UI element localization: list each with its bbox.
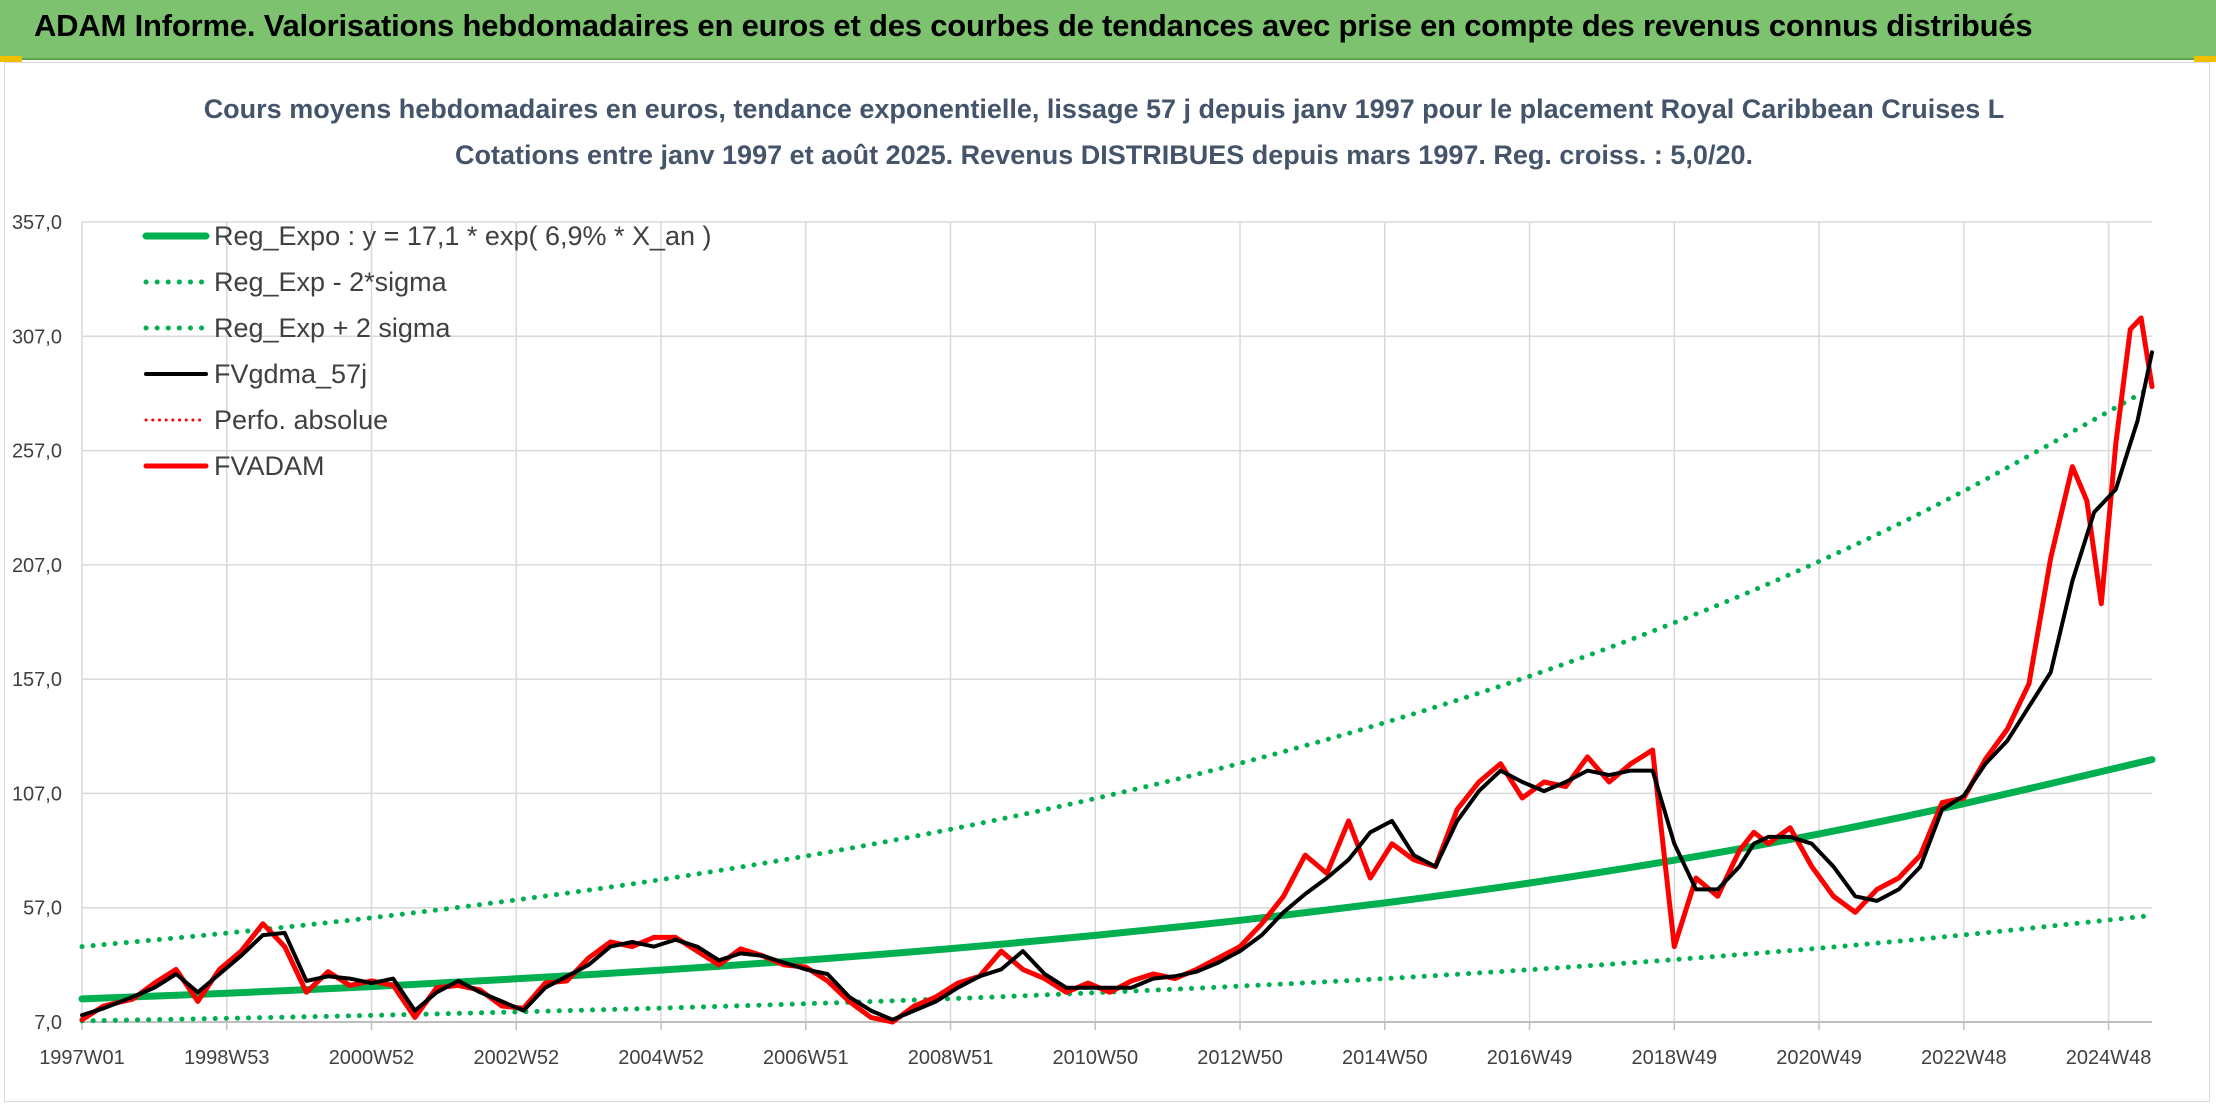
chart-title: Cours moyens hebdomadaires en euros, ten…: [204, 94, 2005, 124]
x-tick-label: 2022W48: [1921, 1047, 2007, 1069]
series-group: [78, 315, 2156, 1025]
legend: Reg_Expo : y = 17,1 * exp( 6,9% * X_an )…: [142, 221, 712, 481]
y-tick-label: 7,0: [34, 1012, 62, 1034]
y-tick-label: 307,0: [12, 326, 62, 348]
corner-marker-left: [0, 56, 22, 62]
y-tick-label: 357,0: [12, 212, 62, 234]
x-tick-label: 2024W48: [2066, 1047, 2152, 1069]
page-title: ADAM Informe. Valorisations hebdomadaire…: [34, 8, 2033, 43]
chart-frame: [4, 62, 2210, 1102]
x-tick-label: 1997W01: [39, 1047, 125, 1069]
corner-marker-right: [2194, 56, 2216, 62]
y-tick-label: 157,0: [12, 669, 62, 691]
x-tick-label: 2014W50: [1342, 1047, 1428, 1069]
y-tick-label: 207,0: [12, 555, 62, 577]
legend-label: Perfo. absolue: [214, 405, 388, 435]
fvgdma-57j-line: [80, 350, 2154, 1022]
legend-label: Reg_Expo : y = 17,1 * exp( 6,9% * X_an ): [214, 221, 712, 251]
y-tick-label: 107,0: [12, 783, 62, 805]
x-tick-label: 2006W51: [763, 1047, 849, 1069]
x-tick-label: 2000W52: [329, 1047, 415, 1069]
legend-label: FVADAM: [214, 451, 325, 481]
x-tick-label: 2002W52: [473, 1047, 559, 1069]
y-tick-label: 57,0: [23, 898, 62, 920]
x-tick-label: 2012W50: [1197, 1047, 1283, 1069]
x-tick-label: 2016W49: [1487, 1047, 1573, 1069]
reg-expo-line: [78, 756, 2156, 1003]
legend-label: FVgdma_57j: [214, 359, 367, 389]
x-tick-label: 2020W49: [1776, 1047, 1862, 1069]
legend-label: Reg_Exp + 2 sigma: [214, 313, 451, 343]
title-banner: ADAM Informe. Valorisations hebdomadaire…: [0, 0, 2216, 60]
y-axis-ticks: 7,0 57,0 107,0 157,0 207,0 257,0 307,0 357,0: [12, 212, 62, 1034]
reg-exp-plus-2sigma-line: [79, 384, 2155, 950]
chart-subtitle: Cotations entre janv 1997 et août 2025. …: [455, 140, 1753, 170]
x-tick-label: 2018W49: [1631, 1047, 1717, 1069]
y-tick-label: 257,0: [12, 441, 62, 463]
grid: [81, 221, 2152, 1030]
x-axis-ticks: 1997W01 1998W53 2000W52 2002W52 2004W52 2006W…: [39, 1047, 2151, 1069]
x-tick-label: 2010W50: [1052, 1047, 1138, 1069]
x-tick-label: 2008W51: [908, 1047, 994, 1069]
x-tick-label: 1998W53: [184, 1047, 270, 1069]
legend-label: Reg_Exp - 2*sigma: [214, 267, 448, 297]
x-tick-label: 2004W52: [618, 1047, 704, 1069]
